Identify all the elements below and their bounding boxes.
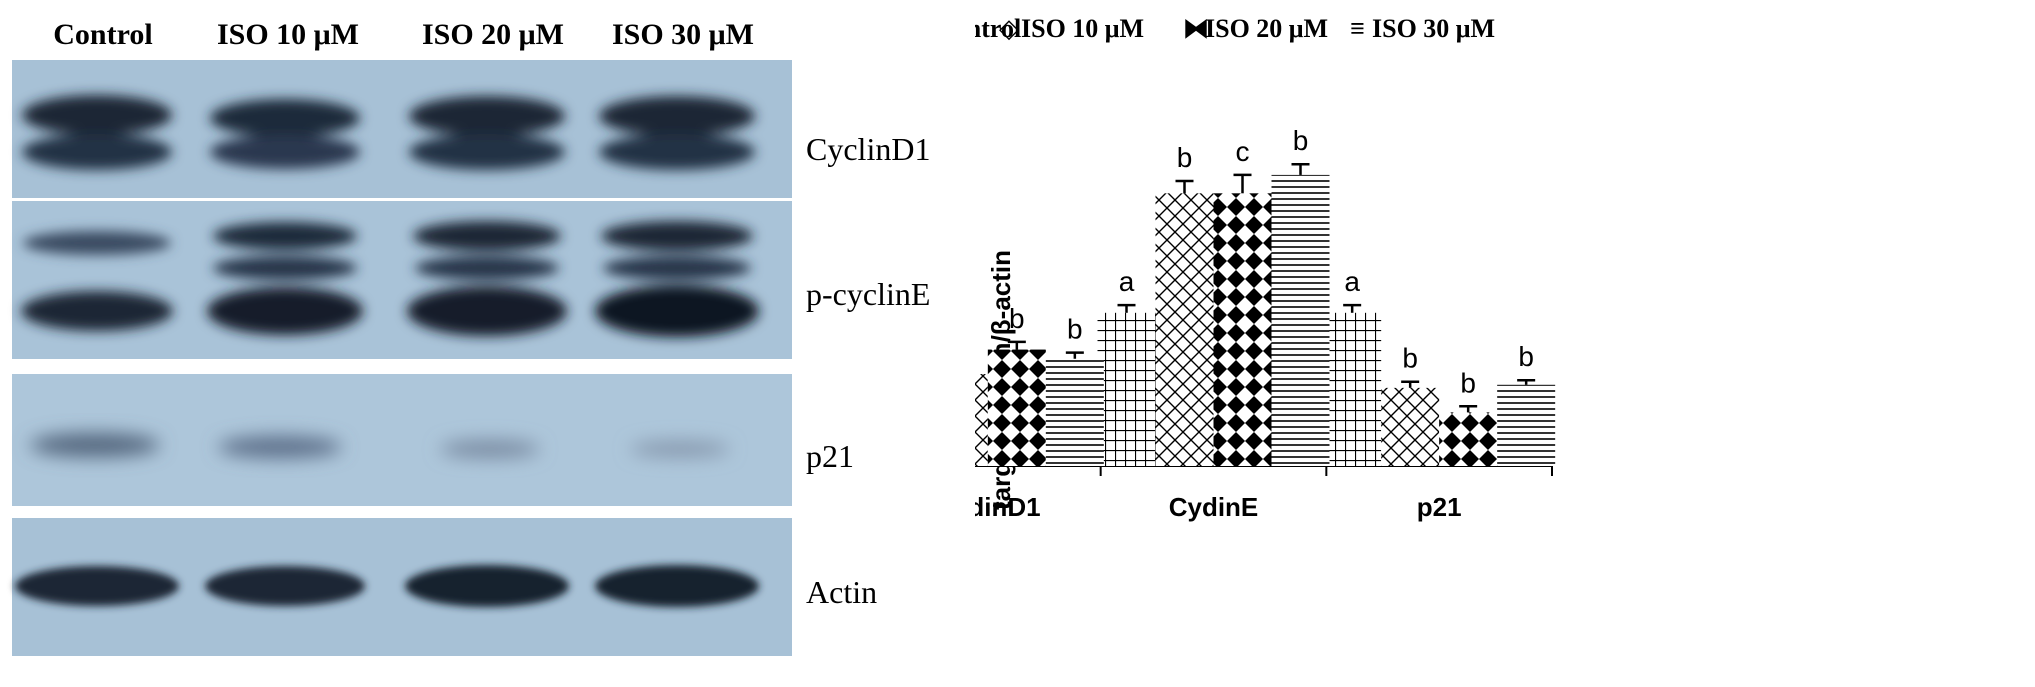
bar-chart-panel: ⌑Control◇ISO 10 μM⧓ISO 20 μM≡ISO 30 μM t… [827, 0, 2035, 682]
significance-label: b [1067, 314, 1083, 345]
significance-label: a [1344, 266, 1360, 297]
significance-label: c [1236, 136, 1250, 167]
legend-entry: ◇ ISO 10 μM [999, 14, 1144, 43]
bar [1271, 174, 1330, 467]
western-blot-panel: Control ISO 10 μM ISO 20 μM ISO 30 μM [0, 0, 975, 682]
lane-label-control: Control [53, 18, 152, 51]
legend-marker-icon: ◇ [999, 14, 1019, 43]
bar [1439, 412, 1498, 466]
bar [1155, 193, 1214, 466]
x-category-label: CydinE [1169, 492, 1259, 522]
x-category-label: p21 [1417, 492, 1462, 522]
significance-label: b [1402, 343, 1418, 374]
legend-marker-icon: ⧓ [1183, 14, 1209, 43]
significance-label: b [1009, 303, 1025, 334]
protein-label-p21: p21 [806, 438, 854, 474]
membrane-p21 [12, 374, 792, 506]
significance-label: b [1518, 341, 1534, 372]
chart-legend: ⌑Control◇ISO 10 μM⧓ISO 20 μM≡ISO 30 μM [899, 14, 1495, 43]
significance-label: a [1119, 266, 1135, 297]
legend-label: ISO 20 μM [1205, 14, 1328, 43]
protein-label-p-cycline: p-cyclinE [806, 276, 930, 312]
protein-label-actin: Actin [806, 574, 877, 610]
bar-chart: ⌑Control◇ISO 10 μM⧓ISO 20 μM≡ISO 30 μM t… [827, 14, 1556, 522]
significance-label: b [1177, 142, 1193, 173]
bar-series-group: aaabbbbcbbbb [871, 125, 1556, 467]
bar [987, 349, 1046, 466]
significance-label: b [1460, 367, 1476, 398]
membrane-cyclind1 [12, 60, 792, 198]
legend-entry: ⧓ISO 20 μM [1183, 14, 1328, 43]
bar [1497, 384, 1556, 466]
bar [1213, 193, 1272, 466]
lane-label-iso-20: ISO 20 μM [422, 18, 564, 51]
bar [1381, 387, 1440, 466]
bar [1323, 312, 1382, 466]
bar [929, 374, 988, 466]
significance-label: b [1293, 125, 1309, 156]
lane-label-iso-10: ISO 10 μM [217, 18, 359, 51]
membrane-actin [12, 518, 792, 656]
membrane-p-cycline [12, 201, 792, 359]
western-blot-image: Control ISO 10 μM ISO 20 μM ISO 30 μM [12, 18, 930, 656]
legend-label: ISO 10 μM [1021, 14, 1144, 43]
x-axis: CydinD1 CydinE p21 [874, 465, 1553, 522]
bar [1045, 358, 1104, 466]
protein-label-cyclind1: CyclinD1 [806, 131, 930, 167]
bar-series: b c b [987, 136, 1498, 466]
legend-marker-icon: ≡ [1350, 14, 1365, 43]
lane-label-iso-30: ISO 30 μM [612, 18, 754, 51]
bar [1097, 312, 1156, 466]
x-category-label: CydinD1 [975, 492, 1041, 522]
legend-label: ISO 30 μM [1372, 14, 1495, 43]
bar-series: b b b [1045, 125, 1556, 467]
legend-entry: ≡ ISO 30 μM [1350, 14, 1495, 43]
